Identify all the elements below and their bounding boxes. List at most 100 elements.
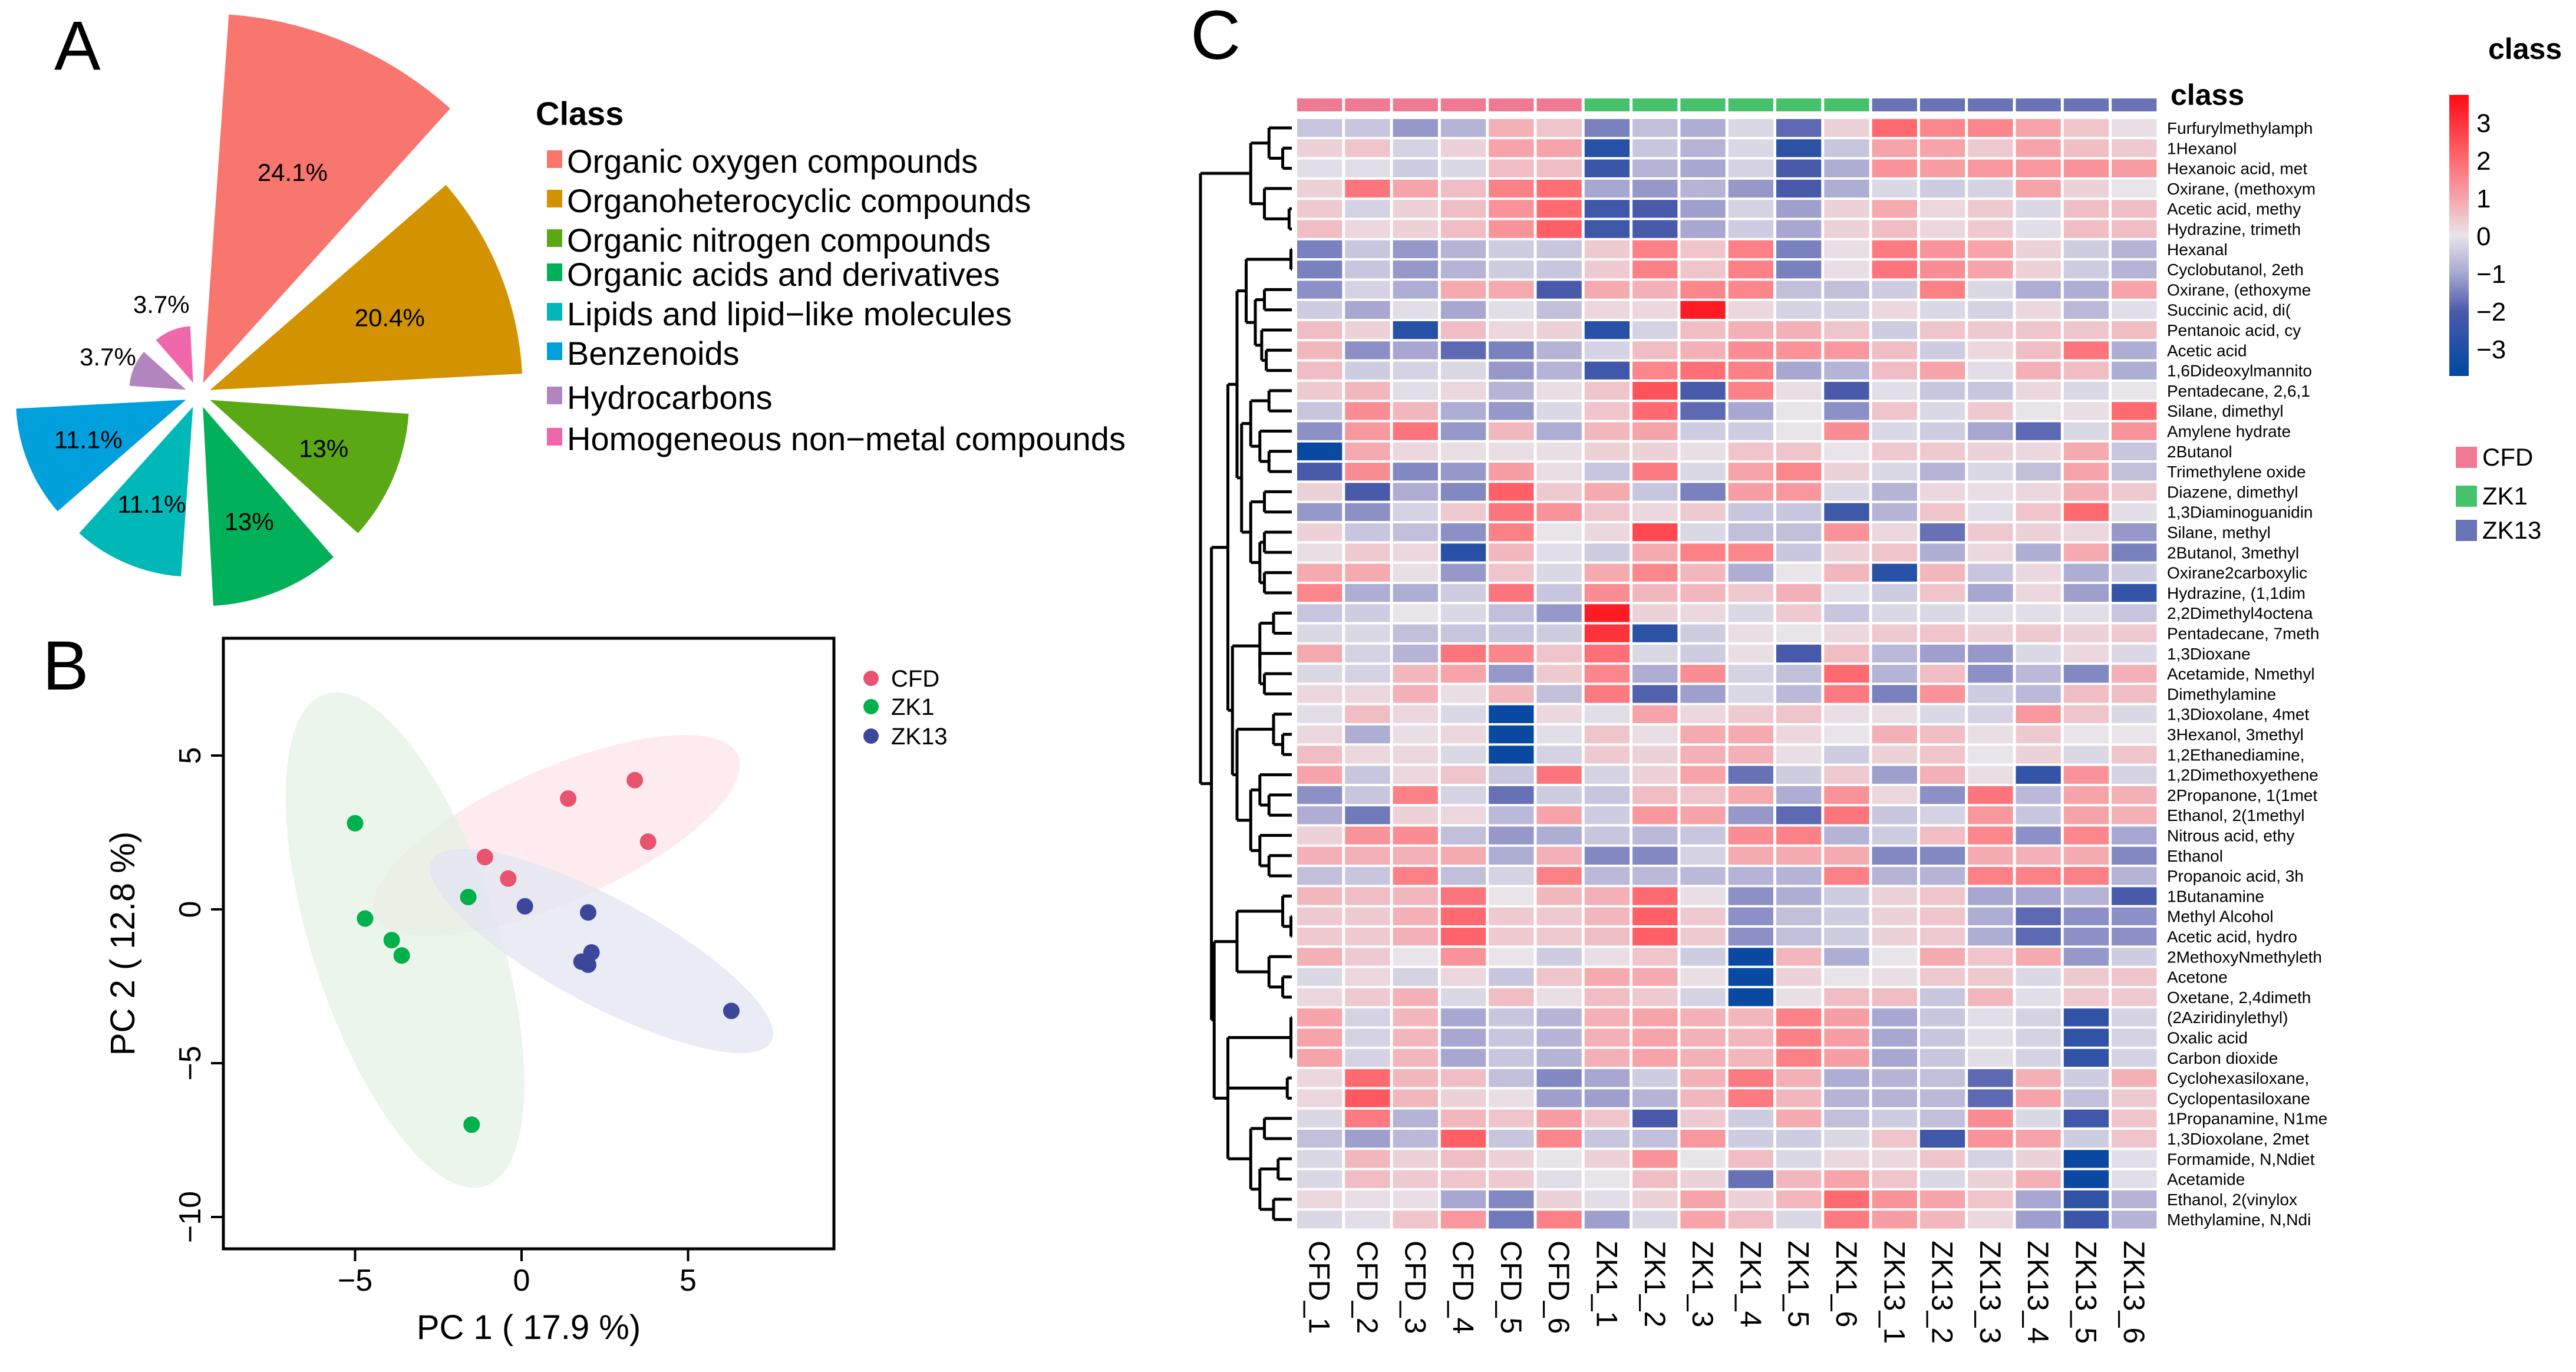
heatmap-cell [1489, 583, 1534, 602]
heatmap-cell [1536, 1109, 1582, 1127]
heatmap-cell [1776, 725, 1822, 744]
heatmap-cell [1824, 220, 1869, 238]
heatmap-cell [1919, 826, 1965, 845]
heatmap-cell [1968, 281, 2013, 299]
heatmap-cell [1536, 543, 1582, 562]
row-label: Oxalic acid [2167, 1029, 2248, 1047]
heatmap-cell [1968, 928, 2013, 946]
heatmap-cell [1440, 523, 1486, 542]
heatmap-cell [1824, 766, 1869, 784]
heatmap-cell [1680, 806, 1726, 824]
heatmap-cell [1440, 442, 1486, 461]
legend-item-label: Lipids and lipid−like molecules [567, 295, 1012, 332]
heatmap-cell [2063, 301, 2109, 319]
row-label: Carbon dioxide [2167, 1049, 2278, 1067]
row-label: Cyclobutanol, 2eth [2167, 260, 2304, 279]
heatmap-cell [1728, 928, 1773, 946]
heatmap-cell [1297, 139, 1343, 157]
legend-swatch [547, 428, 562, 446]
heatmap-cell [1584, 766, 1630, 784]
panel-label-a: A [54, 7, 101, 85]
heatmap-cell [2063, 826, 2109, 845]
heatmap-cell [1297, 604, 1343, 622]
heatmap-cell [1584, 928, 1630, 946]
heatmap-cell [1680, 119, 1726, 137]
pie-slice-label: 3.7% [80, 343, 136, 371]
heatmap-cell [1584, 240, 1630, 259]
heatmap-cell [1393, 220, 1438, 238]
heatmap-cell [1680, 321, 1726, 339]
panel-b: B −5 0 5 −10 −5 0 5 PC 1 ( 17.9 %) PC 2 ( 12.8… [42, 627, 948, 1347]
pie-slice [210, 184, 523, 390]
heatmap-cell [1728, 604, 1773, 622]
heatmap-cell [1536, 806, 1582, 824]
heatmap-cell [2112, 846, 2157, 865]
heatmap-cell [1728, 179, 1773, 198]
heatmap-cell [1824, 422, 1869, 440]
heatmap-cell [1968, 826, 2013, 845]
heatmap-cell [1536, 179, 1582, 198]
heatmap-cell [1536, 928, 1582, 946]
heatmap-cell [1393, 159, 1438, 177]
heatmap-cell [1440, 281, 1486, 299]
heatmap-cell [1584, 665, 1630, 683]
row-label: Furfurylmethylamph [2167, 119, 2313, 137]
heatmap-cell [1489, 281, 1534, 299]
heatmap-cell [1680, 867, 1726, 885]
heatmap-cell [1776, 483, 1822, 501]
heatmap-cell [1584, 1190, 1630, 1209]
heatmap-cell [1536, 422, 1582, 440]
row-label: 2Butanol [2167, 443, 2232, 461]
class-bar-cell [1728, 98, 1773, 111]
heatmap-cell [1728, 1190, 1773, 1209]
heatmap-cell [1584, 503, 1630, 521]
heatmap-cell [1297, 543, 1343, 562]
heatmap-cell [1536, 402, 1582, 420]
heatmap-cell [1440, 948, 1486, 966]
heatmap-cell [1919, 463, 1965, 481]
heatmap-cell [1728, 463, 1773, 481]
class-bar-cell [1297, 98, 1343, 111]
heatmap-cell [1919, 119, 1965, 137]
heatmap-cell [1872, 968, 1917, 986]
heatmap-cell [1440, 1109, 1486, 1127]
heatmap-cell [1393, 665, 1438, 683]
heatmap-cell [1968, 1069, 2013, 1087]
heatmap-cell [2063, 119, 2109, 137]
heatmap-cell [1919, 725, 1965, 744]
heatmap-cell [1584, 321, 1630, 339]
heatmap-cell [1584, 887, 1630, 905]
heatmap-cell [1680, 826, 1726, 845]
pie-slice-label: 20.4% [355, 304, 425, 332]
heatmap-cell [1919, 200, 1965, 218]
legend-swatch [547, 229, 562, 247]
heatmap-cell [1824, 503, 1869, 521]
heatmap-cell [1297, 159, 1343, 177]
heatmap-cell [1345, 281, 1390, 299]
heatmap-cell [1776, 806, 1822, 824]
heatmap-cell [1345, 1069, 1390, 1087]
heatmap-cell [1489, 321, 1534, 339]
heatmap-cell [2112, 665, 2157, 683]
heatmap-cell [1824, 1190, 1869, 1209]
heatmap-cell [1489, 968, 1534, 986]
row-label: Ethanol, 2(1methyl [2167, 806, 2304, 824]
heatmap-cell [2016, 1150, 2061, 1168]
heatmap-cell [1968, 159, 2013, 177]
heatmap-cell [1345, 503, 1390, 521]
heatmap-cell [1393, 543, 1438, 562]
heatmap-cell [1393, 442, 1438, 461]
heatmap-cell [1728, 887, 1773, 905]
heatmap-cell [1584, 604, 1630, 622]
heatmap-cell [1584, 705, 1630, 723]
heatmap-cell [1968, 442, 2013, 461]
heatmap-cell [2016, 442, 2061, 461]
heatmap-cell [1680, 644, 1726, 663]
heatmap-cell [1968, 786, 2013, 804]
heatmap-cell [2063, 1211, 2109, 1229]
heatmap-cell [1872, 179, 1917, 198]
heatmap-cell [1536, 583, 1582, 602]
heatmap-cell [1393, 1089, 1438, 1107]
class-bar-cell [2063, 98, 2109, 111]
heatmap-cell [1536, 786, 1582, 804]
